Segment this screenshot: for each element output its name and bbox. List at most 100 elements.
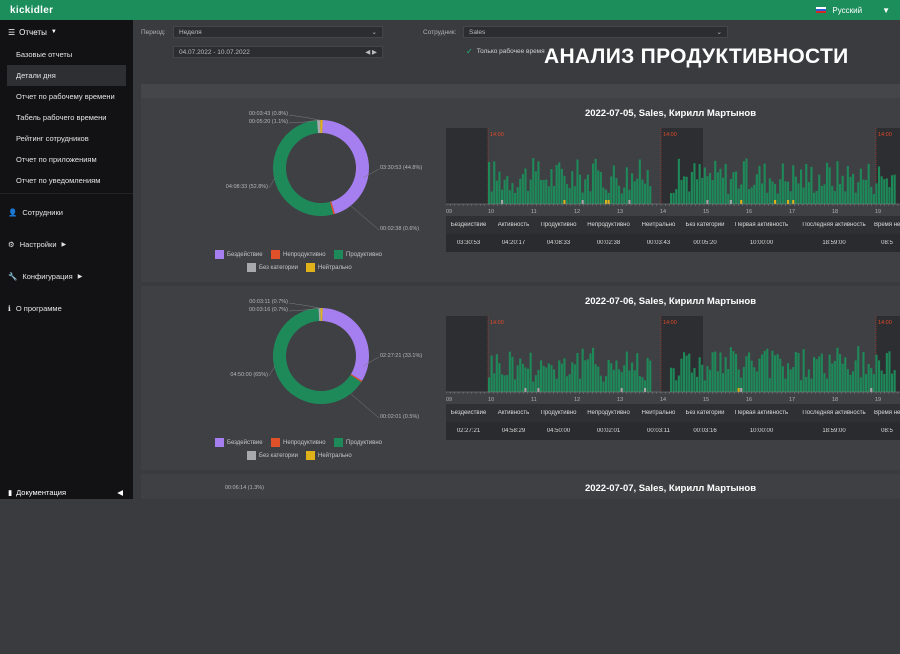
activity-bar [800,380,803,392]
timeline-tick-label: 12 [574,397,580,402]
legend-item-neutral[interactable]: Нейтрально [306,451,352,460]
employee-select[interactable]: Sales ⌄ [463,26,728,38]
legend-item-unproductive[interactable]: Непродуктивно [271,250,326,259]
activity-bar [750,360,753,392]
sidebar-report-item[interactable]: Отчет по приложениям [16,155,97,164]
donut-slice-productive[interactable] [273,120,334,216]
sidebar-reports-header[interactable]: ☰ Отчеты ▼ [0,20,133,44]
activity-bar [859,168,862,204]
activity-bar [818,356,821,392]
collapse-icon[interactable]: ◀ [117,487,123,497]
donut-slice-unproductive[interactable] [329,201,335,215]
activity-bar [553,369,556,392]
activity-bar [612,369,615,392]
legend-item-uncategorized[interactable]: Без категории [247,263,298,272]
stats-value-cell: 00:03:43 [646,240,671,246]
stats-header-cell: Без категории [685,222,725,228]
sidebar-item-configuration[interactable]: 🔧 Конфигурация ▶ [0,260,133,292]
legend-item-idle[interactable]: Бездействие [215,438,263,447]
sidebar-report-item[interactable]: Отчет по уведомлениям [16,176,101,185]
sidebar-item-about[interactable]: ℹ О программе [0,292,133,324]
activity-bar [545,179,548,204]
sidebar-item-employees[interactable]: 👤 Сотрудники [0,196,133,228]
legend-label: Непродуктивно [283,439,326,446]
activity-bar [779,179,782,204]
donut-slice-idle[interactable] [322,308,369,381]
legend-swatch [215,250,224,259]
sidebar-item-settings[interactable]: ⚙ Настройки ▶ [0,228,133,260]
activity-bar-segment [787,200,790,204]
leader-line-bottom [350,393,380,419]
activity-bar [800,169,803,204]
activity-bar [732,351,735,392]
arrows-icon[interactable]: ◀ ▶ [365,49,377,56]
activity-bar [625,167,628,204]
activity-bar [867,363,870,392]
period-select[interactable]: Неделя ⌄ [173,26,383,38]
activity-bar [839,183,842,204]
activity-bar [846,369,849,392]
donut-slice-productive[interactable] [273,308,362,404]
language-selector[interactable]: Русский ▼ [816,6,890,15]
activity-bar [883,179,886,204]
sidebar-footer[interactable]: ▮ Документация ◀ [0,485,133,499]
legend-item-idle[interactable]: Бездействие [215,250,263,259]
activity-bar [688,191,691,204]
activity-bar [592,347,595,392]
legend-item-productive[interactable]: Продуктивно [334,438,382,447]
donut-slice-uncategorized[interactable] [316,120,321,134]
donut-label-left: 04:50:00 (65%) [230,372,268,378]
activity-bar [670,367,673,392]
day-title: 2022-07-07, Sales, Кирилл Мартынов [584,483,757,494]
activity-bar [519,358,522,392]
legend-item-uncategorized[interactable]: Без категории [247,451,298,460]
divider [0,193,133,194]
activity-bar [802,187,805,204]
day-card: 2022-07-06, Sales, Кирилл Мартынов 00:03:… [141,286,900,470]
activity-bar [841,175,844,204]
stats-value-cell: 03:30:53 [456,240,481,246]
sidebar-item-label: Настройки [19,239,57,249]
legend-item-neutral[interactable]: Нейтрально [306,263,352,272]
activity-bar [488,161,491,204]
donut-slice-idle[interactable] [322,120,370,214]
sidebar-report-item[interactable]: Базовые отчеты [16,50,73,59]
sidebar-report-item[interactable]: Детали дня [7,65,126,86]
timeline-tick-label: 16 [746,209,752,214]
activity-bar [524,168,527,204]
activity-bar [563,175,566,204]
sidebar-report-item[interactable]: Табель рабочего времени [16,113,107,122]
donut-slice-neutral[interactable] [320,308,323,322]
legend-label: Без категории [259,264,298,271]
activity-bar [506,375,509,392]
donut-slice-uncategorized[interactable] [318,308,321,322]
activity-bar [540,180,543,204]
date-range-picker[interactable]: 04.07.2022 - 10.07.2022 ◀ ▶ [173,46,383,58]
activity-bar [781,163,784,204]
stats-header-cell: Активность [497,222,530,228]
donut-label-top1: 00:03:43 (0.8%) [248,111,288,117]
activity-bar [862,352,865,392]
activity-bar [755,174,758,204]
activity-bar [852,371,855,392]
donut-slice-neutral[interactable] [320,120,323,134]
activity-bar [748,189,751,204]
activity-bar [768,378,771,392]
donut-svg [268,114,380,231]
legend-swatch [271,250,280,259]
activity-bar [706,176,709,204]
activity-bar [724,164,727,204]
sidebar-report-item[interactable]: Рейтинг сотрудников [16,134,89,143]
legend-item-productive[interactable]: Продуктивно [334,250,382,259]
sidebar-report-item[interactable]: Отчет по рабочему времени [16,92,115,101]
only-work-time-checkbox[interactable]: ✓ Только рабочее время [466,47,545,56]
reports-label: Отчеты [19,27,47,37]
activity-bar [779,358,782,392]
activity-bar [690,171,693,204]
legend-item-unproductive[interactable]: Непродуктивно [271,438,326,447]
activity-bar [774,183,777,204]
caret-down-icon[interactable]: ▼ [882,5,890,15]
donut-slice-unproductive[interactable] [350,374,363,383]
app-logo[interactable]: kickidler [10,4,54,16]
activity-bar [846,166,849,204]
